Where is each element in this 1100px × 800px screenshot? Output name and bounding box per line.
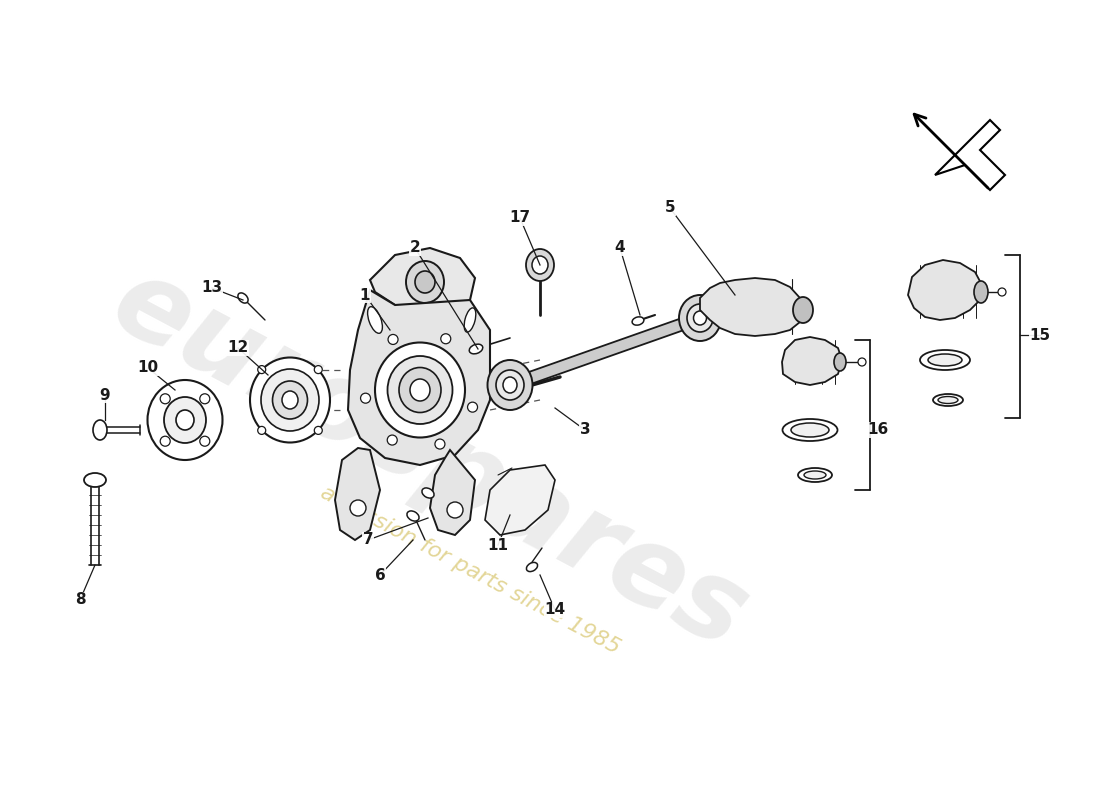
Ellipse shape bbox=[487, 360, 532, 410]
Text: 2: 2 bbox=[409, 241, 420, 255]
Text: 9: 9 bbox=[100, 387, 110, 402]
Polygon shape bbox=[935, 120, 1005, 190]
Ellipse shape bbox=[250, 358, 330, 442]
Text: eurospares: eurospares bbox=[95, 248, 766, 672]
Circle shape bbox=[161, 394, 170, 404]
Ellipse shape bbox=[632, 317, 644, 325]
Ellipse shape bbox=[974, 281, 988, 303]
Ellipse shape bbox=[470, 344, 483, 354]
Text: 14: 14 bbox=[544, 602, 565, 618]
Ellipse shape bbox=[238, 293, 249, 303]
Ellipse shape bbox=[375, 342, 465, 438]
Circle shape bbox=[434, 439, 444, 449]
Text: 13: 13 bbox=[201, 281, 222, 295]
Ellipse shape bbox=[367, 306, 383, 334]
Polygon shape bbox=[908, 260, 982, 320]
Ellipse shape bbox=[938, 397, 958, 403]
Polygon shape bbox=[336, 448, 380, 540]
Ellipse shape bbox=[532, 256, 548, 274]
Ellipse shape bbox=[387, 356, 452, 424]
Polygon shape bbox=[485, 465, 556, 535]
Ellipse shape bbox=[527, 562, 538, 571]
Ellipse shape bbox=[164, 397, 206, 443]
Text: 8: 8 bbox=[75, 593, 86, 607]
Text: 1: 1 bbox=[360, 287, 371, 302]
Ellipse shape bbox=[415, 271, 434, 293]
Text: 10: 10 bbox=[138, 361, 158, 375]
Circle shape bbox=[387, 435, 397, 445]
Ellipse shape bbox=[282, 391, 298, 409]
Circle shape bbox=[257, 426, 266, 434]
Text: 16: 16 bbox=[868, 422, 889, 438]
Polygon shape bbox=[348, 290, 490, 465]
Polygon shape bbox=[508, 312, 702, 390]
Text: 5: 5 bbox=[664, 201, 675, 215]
Ellipse shape bbox=[928, 354, 962, 366]
Ellipse shape bbox=[793, 297, 813, 323]
Ellipse shape bbox=[834, 353, 846, 371]
Ellipse shape bbox=[261, 369, 319, 431]
Ellipse shape bbox=[406, 261, 444, 303]
Text: 4: 4 bbox=[615, 241, 625, 255]
Text: 15: 15 bbox=[1030, 327, 1050, 342]
Circle shape bbox=[388, 334, 398, 345]
Ellipse shape bbox=[503, 377, 517, 393]
Ellipse shape bbox=[791, 423, 829, 437]
Polygon shape bbox=[782, 337, 842, 385]
Circle shape bbox=[315, 366, 322, 374]
Text: a passion for parts since 1985: a passion for parts since 1985 bbox=[317, 482, 624, 658]
Text: 17: 17 bbox=[509, 210, 530, 226]
Ellipse shape bbox=[920, 350, 970, 370]
Text: 7: 7 bbox=[363, 533, 373, 547]
Circle shape bbox=[441, 334, 451, 344]
Circle shape bbox=[998, 288, 1006, 296]
Circle shape bbox=[858, 358, 866, 366]
Ellipse shape bbox=[798, 468, 832, 482]
Circle shape bbox=[161, 436, 170, 446]
Circle shape bbox=[200, 436, 210, 446]
Polygon shape bbox=[370, 248, 475, 312]
Circle shape bbox=[447, 502, 463, 518]
Ellipse shape bbox=[526, 249, 554, 281]
Text: 11: 11 bbox=[487, 538, 508, 553]
Ellipse shape bbox=[422, 488, 435, 498]
Ellipse shape bbox=[407, 511, 419, 521]
Ellipse shape bbox=[399, 367, 441, 413]
Polygon shape bbox=[430, 450, 475, 535]
Polygon shape bbox=[700, 278, 805, 336]
Ellipse shape bbox=[94, 420, 107, 440]
Circle shape bbox=[361, 393, 371, 403]
Ellipse shape bbox=[782, 419, 837, 441]
Ellipse shape bbox=[804, 471, 826, 479]
Ellipse shape bbox=[176, 410, 194, 430]
Text: 3: 3 bbox=[580, 422, 591, 438]
Ellipse shape bbox=[688, 304, 713, 332]
Ellipse shape bbox=[464, 308, 476, 332]
Circle shape bbox=[350, 500, 366, 516]
Ellipse shape bbox=[679, 295, 721, 341]
Ellipse shape bbox=[693, 311, 706, 325]
Ellipse shape bbox=[147, 380, 222, 460]
Circle shape bbox=[257, 366, 266, 374]
Text: 6: 6 bbox=[375, 567, 385, 582]
Ellipse shape bbox=[933, 394, 962, 406]
Ellipse shape bbox=[410, 379, 430, 401]
Circle shape bbox=[468, 402, 477, 412]
Ellipse shape bbox=[84, 473, 106, 487]
Ellipse shape bbox=[273, 381, 308, 419]
Ellipse shape bbox=[496, 370, 524, 400]
Text: 12: 12 bbox=[228, 341, 249, 355]
Circle shape bbox=[200, 394, 210, 404]
Circle shape bbox=[315, 426, 322, 434]
